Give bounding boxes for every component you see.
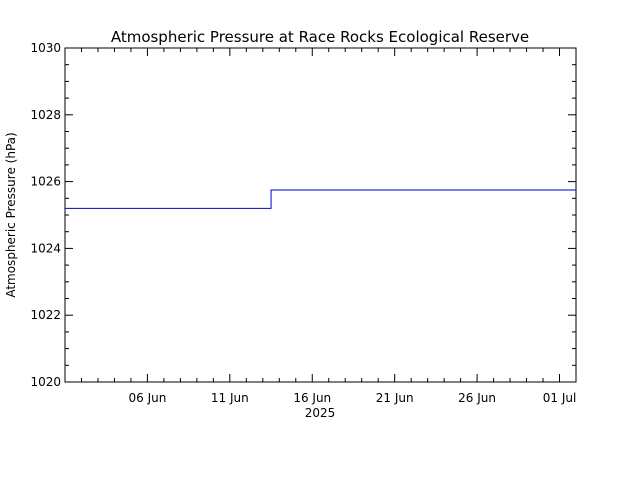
x-axis-label: 2025 [305,406,336,420]
chart-title: Atmospheric Pressure at Race Rocks Ecolo… [111,28,529,46]
y-tick-label: 1026 [30,175,61,189]
y-tick-label: 1022 [30,308,61,322]
y-tick-label: 1030 [30,41,61,55]
series-layer [65,189,576,209]
plot-frame [64,47,577,383]
x-axis: 06 Jun 11 Jun 16 Jun 21 Jun 26 Jun 01 Jul [64,48,577,405]
y-axis-label: Atmospheric Pressure (hPa) [4,132,18,297]
x-tick-label: 06 Jun [128,391,166,405]
x-tick-label: 16 Jun [293,391,331,405]
x-tick-label: 21 Jun [376,391,414,405]
y-tick-label: 1020 [30,375,61,389]
x-tick-label: 11 Jun [211,391,249,405]
x-tick-label: 26 Jun [458,391,496,405]
y-tick-label: 1024 [30,241,61,255]
series-line [65,189,576,209]
y-tick-label: 1028 [30,108,61,122]
x-tick-label: 01 Jul [543,391,577,405]
y-axis: 1020 1022 1024 1026 1028 1030 [30,41,576,389]
